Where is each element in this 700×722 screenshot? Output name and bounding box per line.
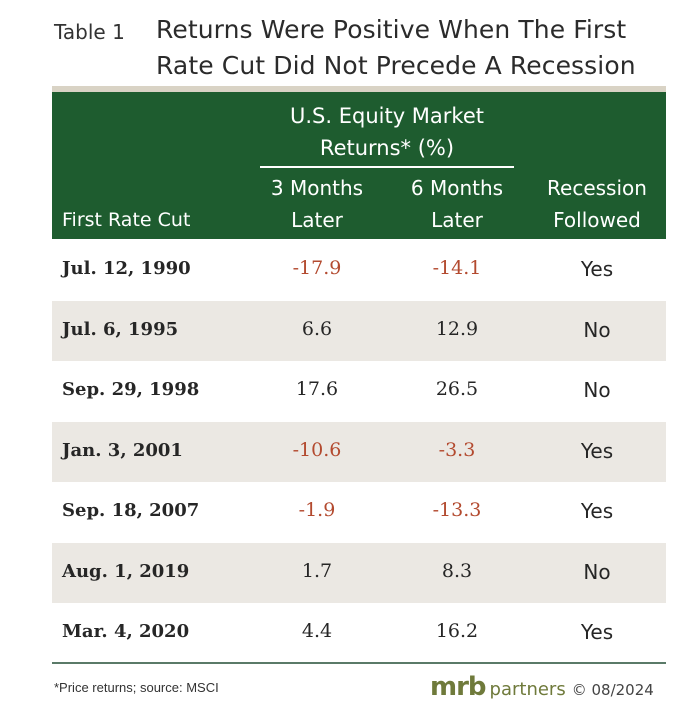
table-row: Mar. 4, 2020 4.4 16.2 Yes: [52, 603, 666, 664]
row-3m-return: -10.6: [292, 438, 342, 461]
col-6m-line-2: Later: [431, 208, 483, 232]
title-line-1: Returns Were Positive When The First: [156, 15, 627, 44]
row-recession: Yes: [580, 499, 614, 523]
row-date: Mar. 4, 2020: [62, 621, 190, 642]
row-6m-return: 26.5: [435, 378, 479, 400]
row-3m-return: 4.4: [301, 620, 333, 642]
row-6m-return: 8.3: [441, 559, 473, 582]
col-header-6-months: 6 Months Later: [392, 172, 522, 236]
row-date: Sep. 18, 2007: [62, 500, 200, 521]
row-date: Jul. 12, 1990: [62, 258, 191, 279]
mrb-partners-logo: mrb partners © 08/2024: [430, 672, 654, 702]
table-row: Sep. 29, 1998 17.6 26.5 No: [52, 361, 666, 422]
row-date: Aug. 1, 2019: [62, 560, 190, 582]
col-rec-line-1: Recession: [547, 176, 647, 200]
col-header-recession: Recession Followed: [532, 172, 662, 236]
row-recession: Yes: [580, 257, 614, 281]
row-3m-return: -17.9: [292, 257, 342, 279]
row-date: Jan. 3, 2001: [62, 439, 183, 461]
col-header-first-cut: First Rate Cut: [62, 209, 191, 231]
copyright-date: © 08/2024: [571, 681, 654, 699]
row-6m-return: 16.2: [435, 620, 479, 642]
row-date: Sep. 29, 1998: [62, 379, 200, 400]
table-title: Returns Were Positive When The First Rat…: [156, 12, 676, 84]
title-divider: [52, 86, 666, 92]
row-date: Jul. 6, 1995: [62, 318, 179, 340]
group-line-2: Returns* (%): [319, 136, 455, 160]
title-block: Table 1 Returns Were Positive When The F…: [50, 10, 670, 80]
table-row: Jul. 12, 1990 -17.9 -14.1 Yes: [52, 240, 666, 301]
table-label: Table 1: [54, 20, 125, 44]
row-3m-return: 17.6: [295, 378, 339, 400]
row-recession: No: [583, 559, 611, 584]
logo-partners: partners: [489, 679, 566, 700]
table-row: Jan. 3, 2001 -10.6 -3.3 Yes: [52, 421, 666, 482]
table-row: Aug. 1, 2019 1.7 8.3 No: [52, 542, 666, 603]
table-row: Sep. 18, 2007 -1.9 -13.3 Yes: [52, 482, 666, 543]
logo-mrb: mrb: [430, 672, 487, 702]
row-recession: No: [583, 378, 611, 402]
col-3m-line-2: Later: [291, 208, 343, 232]
row-6m-return: 12.9: [435, 317, 479, 340]
returns-group-header: U.S. Equity Market Returns* (%): [262, 100, 512, 164]
footnote: *Price returns; source: MSCI: [54, 680, 219, 695]
col-3m-line-1: 3 Months: [270, 176, 364, 200]
row-recession: Yes: [580, 438, 614, 463]
group-divider: [260, 166, 514, 168]
col-header-3-months: 3 Months Later: [252, 172, 382, 236]
row-6m-return: -3.3: [438, 438, 476, 461]
group-line-1: U.S. Equity Market: [290, 104, 484, 128]
table-header: U.S. Equity Market Returns* (%) First Ra…: [52, 92, 666, 239]
col-6m-line-1: 6 Months: [410, 176, 504, 200]
row-recession: Yes: [580, 620, 614, 644]
bottom-divider: [52, 662, 666, 664]
row-3m-return: 1.7: [301, 559, 333, 582]
row-3m-return: -1.9: [298, 499, 336, 521]
table-row: Jul. 6, 1995 6.6 12.9 No: [52, 300, 666, 361]
title-line-2: Rate Cut Did Not Precede A Recession: [156, 51, 636, 80]
row-recession: No: [583, 317, 611, 342]
row-6m-return: -14.1: [432, 257, 482, 279]
row-3m-return: 6.6: [301, 317, 333, 340]
col-rec-line-2: Followed: [553, 208, 641, 232]
row-6m-return: -13.3: [432, 499, 482, 521]
table-body: Jul. 12, 1990 -17.9 -14.1 Yes Jul. 6, 19…: [52, 240, 666, 664]
